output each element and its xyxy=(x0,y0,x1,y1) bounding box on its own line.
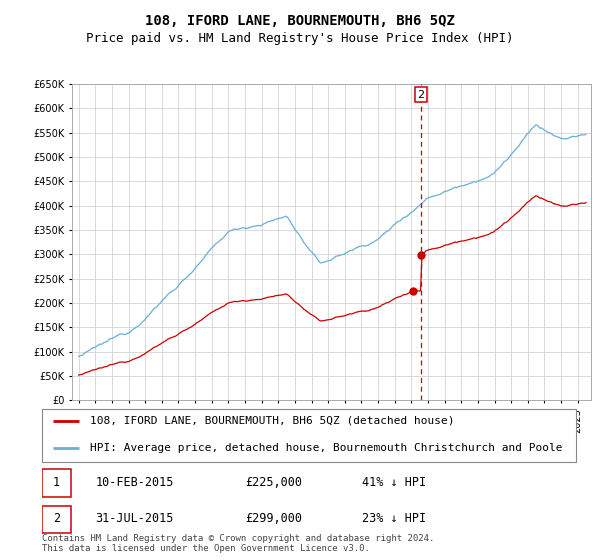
Text: 10-FEB-2015: 10-FEB-2015 xyxy=(95,476,174,489)
Text: 108, IFORD LANE, BOURNEMOUTH, BH6 5QZ: 108, IFORD LANE, BOURNEMOUTH, BH6 5QZ xyxy=(145,14,455,28)
Text: 1: 1 xyxy=(53,476,60,489)
Text: 2: 2 xyxy=(418,90,425,100)
Text: 23% ↓ HPI: 23% ↓ HPI xyxy=(362,512,427,525)
Text: 31-JUL-2015: 31-JUL-2015 xyxy=(95,512,174,525)
Bar xyxy=(42,469,71,497)
Text: £225,000: £225,000 xyxy=(245,476,302,489)
Bar xyxy=(42,506,71,533)
Text: £299,000: £299,000 xyxy=(245,512,302,525)
Text: 108, IFORD LANE, BOURNEMOUTH, BH6 5QZ (detached house): 108, IFORD LANE, BOURNEMOUTH, BH6 5QZ (d… xyxy=(90,416,455,426)
Text: Contains HM Land Registry data © Crown copyright and database right 2024.
This d: Contains HM Land Registry data © Crown c… xyxy=(42,534,434,553)
Text: HPI: Average price, detached house, Bournemouth Christchurch and Poole: HPI: Average price, detached house, Bour… xyxy=(90,443,563,453)
Text: 2: 2 xyxy=(53,512,60,525)
Text: 41% ↓ HPI: 41% ↓ HPI xyxy=(362,476,427,489)
Text: Price paid vs. HM Land Registry's House Price Index (HPI): Price paid vs. HM Land Registry's House … xyxy=(86,32,514,45)
